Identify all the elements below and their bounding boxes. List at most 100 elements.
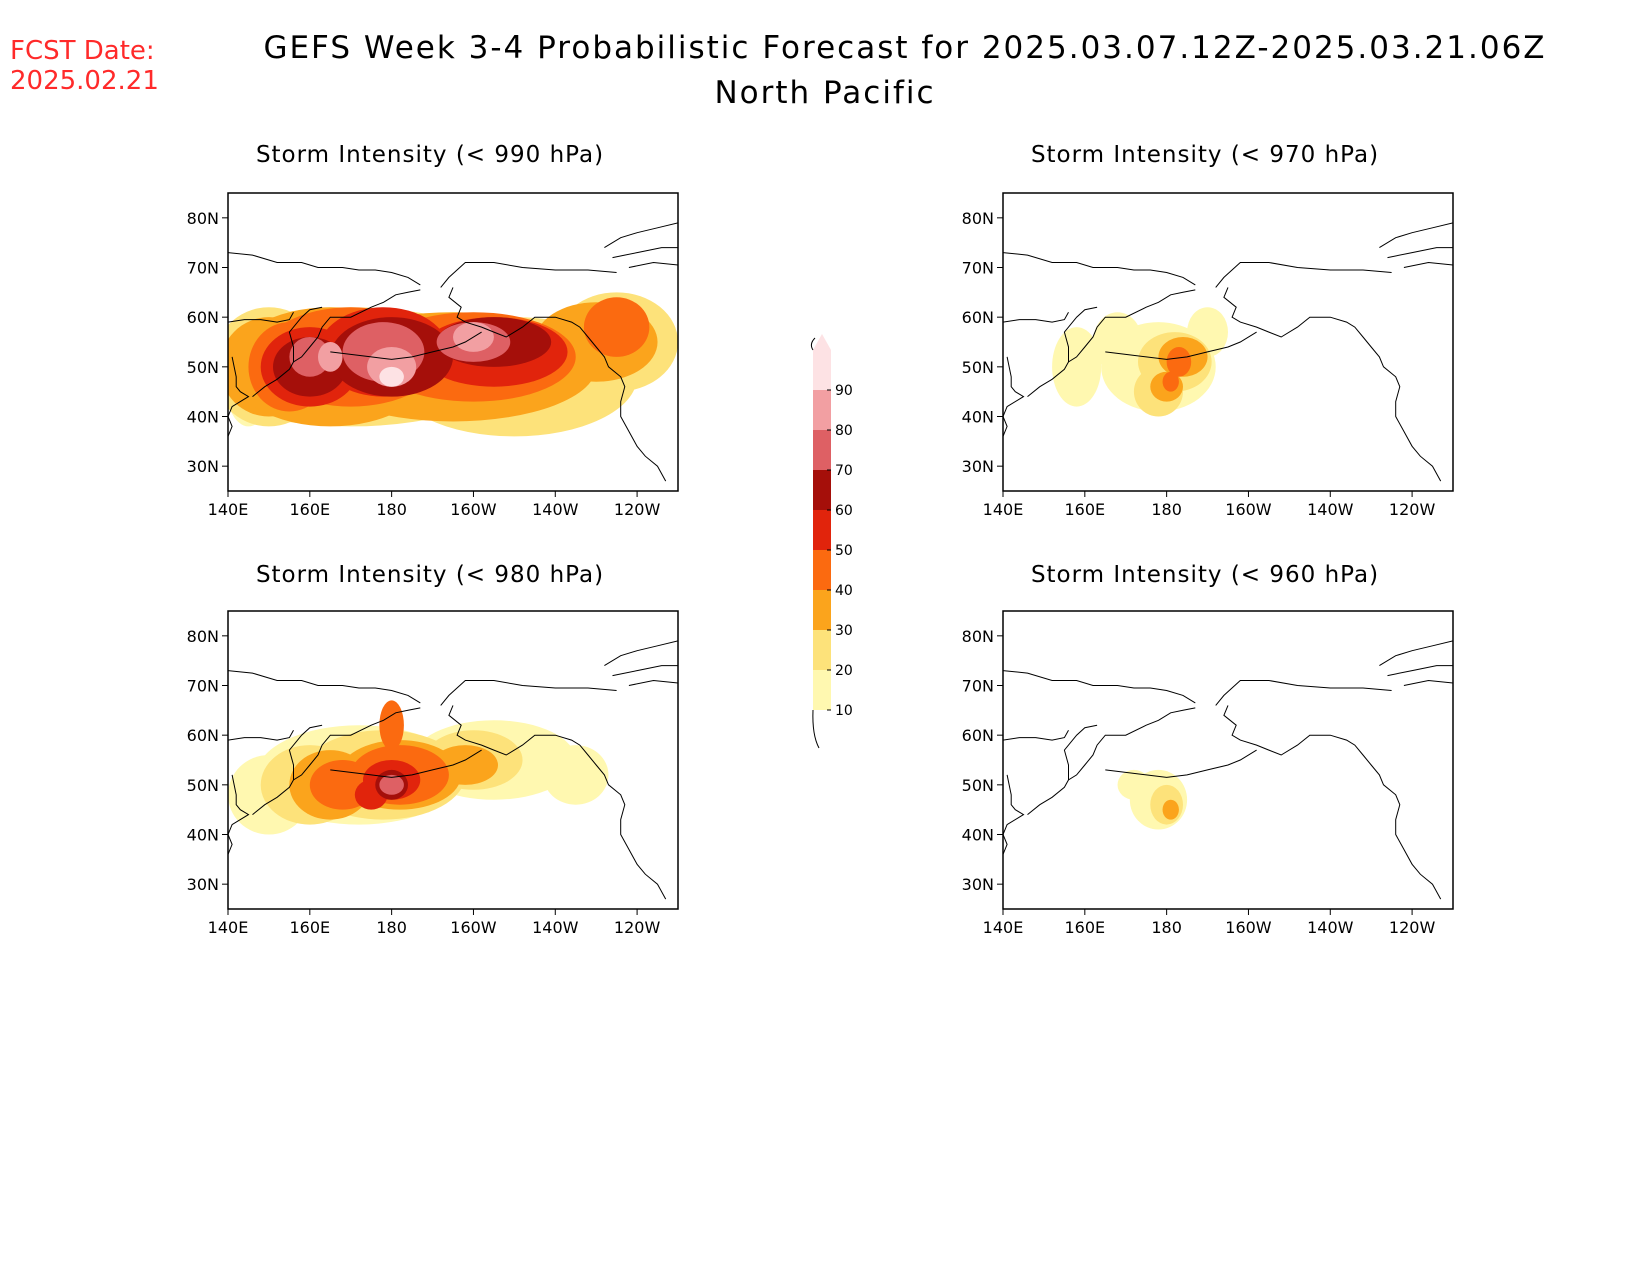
coastline [228, 252, 421, 286]
probability-region [1162, 371, 1179, 392]
coastline [1027, 361, 1069, 397]
coastline [228, 356, 250, 437]
colorbar-edge [810, 337, 816, 351]
lat-tick-label: 80N [962, 209, 994, 228]
colorbar-swatch [813, 670, 831, 710]
probability-region [432, 745, 498, 785]
lat-tick-label: 50N [962, 358, 994, 377]
colorbar-swatch [813, 390, 831, 430]
lat-tick-label: 60N [962, 726, 994, 745]
plot-frame [1002, 192, 1454, 492]
lat-tick-label: 70N [187, 259, 219, 278]
colorbar-label: 30 [835, 623, 853, 639]
lon-tick-label: 160E [1064, 918, 1105, 937]
lat-tick-label: 30N [962, 875, 994, 894]
coastline [252, 779, 294, 815]
plot-frame [227, 192, 679, 492]
coastline [612, 665, 678, 677]
probability-region [379, 774, 404, 795]
lat-tick-label: 60N [962, 308, 994, 327]
lon-tick-label: 140E [208, 500, 249, 519]
probability-region [1093, 312, 1143, 372]
coastline [288, 707, 421, 781]
lat-tick-label: 80N [187, 627, 219, 646]
coastlines [228, 640, 678, 900]
coastline [228, 774, 250, 855]
subtitle: North Pacific [714, 75, 936, 111]
axis-ticks: 80N 70N 60N 50N 40N 30N 140E 160E 180 160W 140W 120… [187, 209, 661, 519]
axis-ticks: 80N 70N 60N 50N 40N 30N 140E 160E 180 160W 140W 120… [962, 627, 1436, 937]
probability-region [583, 297, 650, 357]
lon-tick-label: 120W [614, 918, 661, 937]
coastline [1223, 705, 1442, 900]
lat-tick-label: 30N [187, 875, 219, 894]
coastline [1003, 774, 1025, 855]
coastline [1003, 252, 1196, 286]
main-title: GEFS Week 3-4 Probabilistic Forecast for… [263, 30, 1547, 66]
coastline [1387, 247, 1453, 259]
panel-title-970: Storm Intensity (< 970 hPa) [1030, 142, 1380, 168]
lon-tick-label: 160E [289, 918, 330, 937]
probability-region [1162, 799, 1179, 820]
forecast-date: FCST Date: 2025.02.21 [10, 36, 159, 96]
colorbar-swatch [813, 470, 831, 510]
map-panel-980: 80N 70N 60N 50N 40N 30N 140E 160E 180 160W 140W 120… [187, 610, 679, 937]
lat-tick-label: 50N [187, 776, 219, 795]
lon-tick-label: 140E [983, 918, 1024, 937]
lon-tick-label: 160W [450, 918, 497, 937]
lat-tick-label: 40N [962, 826, 994, 845]
lon-tick-label: 120W [1389, 918, 1436, 937]
plot-frame [1002, 610, 1454, 910]
colorbar-label: 80 [835, 423, 853, 439]
probability-region [289, 337, 331, 377]
coastlines [1003, 222, 1453, 482]
lat-tick-label: 50N [187, 358, 219, 377]
coastline [1215, 680, 1392, 706]
lon-tick-label: 160W [1225, 918, 1272, 937]
map-panel-960: 80N 70N 60N 50N 40N 30N 140E 160E 180 160W 140W 120… [962, 610, 1454, 937]
lat-tick-label: 40N [187, 826, 219, 845]
probability-region [1117, 769, 1151, 800]
colorbar-swatch [813, 590, 831, 630]
coastlines [228, 222, 678, 482]
coastlines [1003, 640, 1453, 900]
probability-region [1052, 327, 1102, 407]
lat-tick-label: 80N [962, 627, 994, 646]
coastline [1003, 729, 1069, 741]
colorbar-label: 40 [835, 583, 853, 599]
lon-tick-label: 160W [450, 500, 497, 519]
axis-ticks: 80N 70N 60N 50N 40N 30N 140E 160E 180 160W 140W 120… [187, 627, 661, 937]
colorbar-label: 50 [835, 543, 853, 559]
probability-region [543, 745, 609, 805]
probability-region [379, 700, 404, 751]
colorbar-label: 90 [835, 383, 853, 399]
coastline [448, 287, 667, 482]
coastline [448, 705, 667, 900]
lon-tick-label: 180 [376, 500, 407, 519]
coastline [1215, 262, 1392, 288]
lat-tick-label: 40N [187, 408, 219, 427]
coastline [604, 640, 678, 667]
colorbar-swatch [813, 430, 831, 470]
forecast-date-label: FCST Date: [10, 36, 155, 66]
lon-tick-label: 160W [1225, 500, 1272, 519]
coastline [228, 729, 294, 741]
probability-shading [228, 700, 609, 835]
panel-title-960: Storm Intensity (< 960 hPa) [1030, 562, 1380, 588]
colorbar-legend: 10 20 30 40 50 60 70 80 90 [810, 334, 853, 749]
coastline [1403, 261, 1453, 268]
lat-tick-label: 60N [187, 308, 219, 327]
map-panel-990: 80N 70N 60N 50N 40N 30N 140E 160E 180 160W 140W 120… [187, 192, 679, 519]
colorbar-swatch [813, 630, 831, 670]
coastline [1105, 331, 1257, 360]
coastline [228, 311, 294, 323]
lat-tick-label: 30N [962, 457, 994, 476]
coastline [228, 670, 421, 704]
coastline [1403, 679, 1453, 686]
lat-tick-label: 60N [187, 726, 219, 745]
lat-tick-label: 70N [962, 259, 994, 278]
lon-tick-label: 160E [289, 500, 330, 519]
colorbar-label: 20 [835, 663, 853, 679]
coastline [1003, 670, 1196, 704]
lat-tick-label: 40N [962, 408, 994, 427]
